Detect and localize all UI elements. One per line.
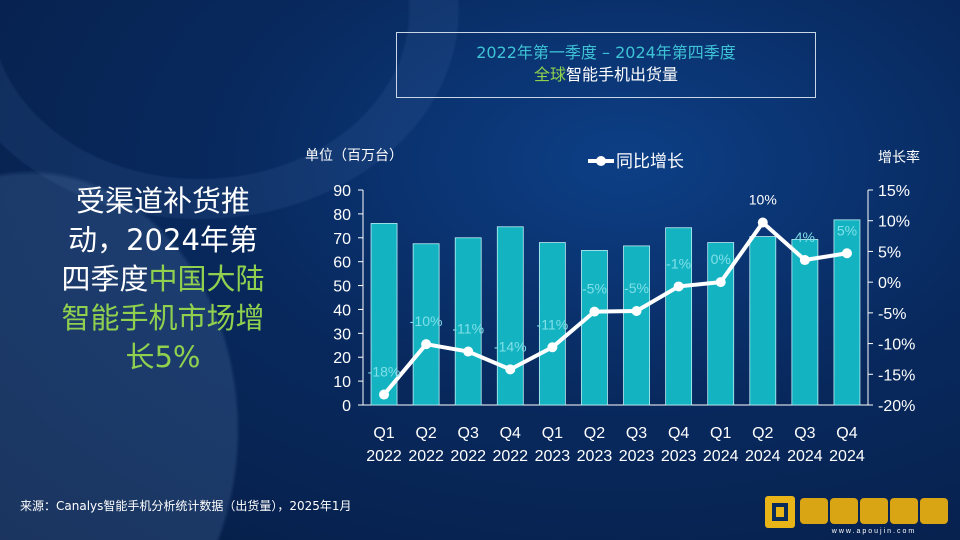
headline: 受渠道补货推动，2024年第四季度中国大陆智能手机市场增长5%: [58, 182, 268, 377]
growth-label: -5%: [582, 281, 607, 297]
growth-point: [547, 342, 558, 353]
x-tick-quarter: Q4: [668, 425, 689, 442]
growth-point: [799, 255, 810, 266]
x-tick-year: 2022: [492, 448, 528, 465]
x-tick-year: 2022: [408, 448, 444, 465]
growth-label: -10%: [410, 313, 443, 329]
growth-point: [715, 277, 726, 288]
legend: 同比增长: [588, 152, 684, 171]
bar: [581, 250, 608, 406]
bar: [496, 226, 524, 406]
bar: [370, 223, 398, 406]
growth-label: 5%: [837, 222, 857, 238]
title-white: 智能手机出货量: [566, 65, 679, 84]
right-tick-label: -5%: [878, 306, 906, 323]
headline-white: 受渠道补货推动，2024年第四季度: [61, 184, 258, 296]
bar: [791, 239, 819, 406]
growth-label: -18%: [368, 364, 401, 380]
logo-url: www.apoujin.com: [831, 528, 916, 535]
growth-label: -11%: [537, 316, 569, 332]
growth-line: [382, 220, 848, 396]
right-tick-label: 10%: [878, 214, 910, 231]
bar: [454, 237, 482, 406]
legend-marker-icon: [596, 156, 606, 166]
left-tick-label: 50: [333, 279, 351, 296]
left-tick-label: 10: [333, 374, 351, 391]
x-tick-quarter: Q3: [458, 425, 479, 442]
growth-label: -11%: [452, 321, 484, 337]
x-tick-year: 2024: [787, 448, 823, 465]
growth-point: [505, 364, 516, 375]
bar: [749, 236, 777, 406]
left-tick-label: 90: [333, 183, 351, 200]
x-tick-quarter: Q1: [373, 425, 394, 442]
x-tick-quarter: Q2: [752, 425, 773, 442]
x-tick-quarter: Q3: [794, 425, 815, 442]
growth-point: [589, 306, 600, 317]
growth-label: -14%: [494, 338, 527, 354]
growth-point: [757, 217, 768, 228]
title-line2: 全球智能手机出货量: [397, 64, 815, 86]
x-tick-year: 2023: [619, 448, 655, 465]
x-tick-year: 2023: [535, 448, 571, 465]
x-tick-year: 2024: [745, 448, 781, 465]
right-axis-label: 增长率: [878, 149, 920, 165]
x-tick-quarter: Q3: [626, 425, 647, 442]
title-line1: 2022年第一季度 – 2024年第四季度: [476, 43, 736, 62]
legend-label: 同比增长: [616, 152, 684, 171]
x-tick-quarter: Q4: [500, 425, 521, 442]
left-tick-label: 70: [333, 231, 351, 248]
right-tick-label: 0%: [878, 275, 901, 292]
left-axis-label: 单位（百万台）: [305, 147, 403, 163]
growth-label: 0%: [711, 251, 731, 267]
chart-title-box: 2022年第一季度 – 2024年第四季度 全球智能手机出货量: [396, 32, 816, 98]
growth-label: -5%: [624, 280, 649, 296]
right-tick-label: -20%: [878, 398, 915, 415]
x-tick-quarter: Q1: [542, 425, 563, 442]
bar: [538, 242, 566, 406]
x-tick-year: 2024: [703, 448, 739, 465]
growth-point: [379, 389, 390, 400]
left-tick-label: 0: [342, 398, 351, 415]
growth-point: [421, 339, 432, 350]
source-note: 来源：Canalys智能手机分析统计数据（出货量），2025年1月: [20, 499, 352, 513]
bar: [623, 245, 650, 406]
bar: [412, 243, 440, 406]
x-tick-quarter: Q2: [584, 425, 605, 442]
left-tick-label: 30: [333, 326, 351, 343]
x-tick-quarter: Q1: [710, 425, 731, 442]
x-tick-quarter: Q4: [836, 425, 857, 442]
chart-marks: 0 10 20 30 40 50 60 70 80 90 -20% -15% -10% -5% 0% 5% 10…: [333, 183, 915, 465]
x-tick-year: 2022: [366, 448, 402, 465]
left-tick-label: 40: [333, 302, 351, 319]
right-tick-label: -10%: [878, 337, 915, 354]
growth-point: [841, 248, 852, 259]
left-tick-label: 60: [333, 255, 351, 272]
left-tick-label: 20: [333, 350, 351, 367]
x-tick-year: 2022: [450, 448, 486, 465]
growth-label: 10%: [749, 192, 777, 208]
x-tick-year: 2023: [661, 448, 697, 465]
growth-point: [631, 306, 642, 317]
right-tick-label: 5%: [878, 244, 901, 261]
growth-point: [673, 281, 684, 292]
growth-label: -1%: [666, 255, 691, 271]
headline-green: 中国大陆智能手机市场增长5%: [61, 262, 265, 374]
growth-point: [463, 346, 474, 357]
left-tick-label: 80: [333, 207, 351, 224]
x-tick-quarter: Q2: [415, 425, 436, 442]
bar: [833, 219, 861, 406]
growth-label: 4%: [795, 229, 815, 245]
right-tick-label: -15%: [878, 367, 915, 384]
right-tick-label: 15%: [878, 183, 910, 200]
x-tick-year: 2024: [829, 448, 865, 465]
title-green: 全球: [533, 65, 566, 84]
bar: [665, 227, 693, 406]
x-tick-year: 2023: [577, 448, 613, 465]
watermark-logo: www.apoujin.com: [765, 496, 948, 535]
